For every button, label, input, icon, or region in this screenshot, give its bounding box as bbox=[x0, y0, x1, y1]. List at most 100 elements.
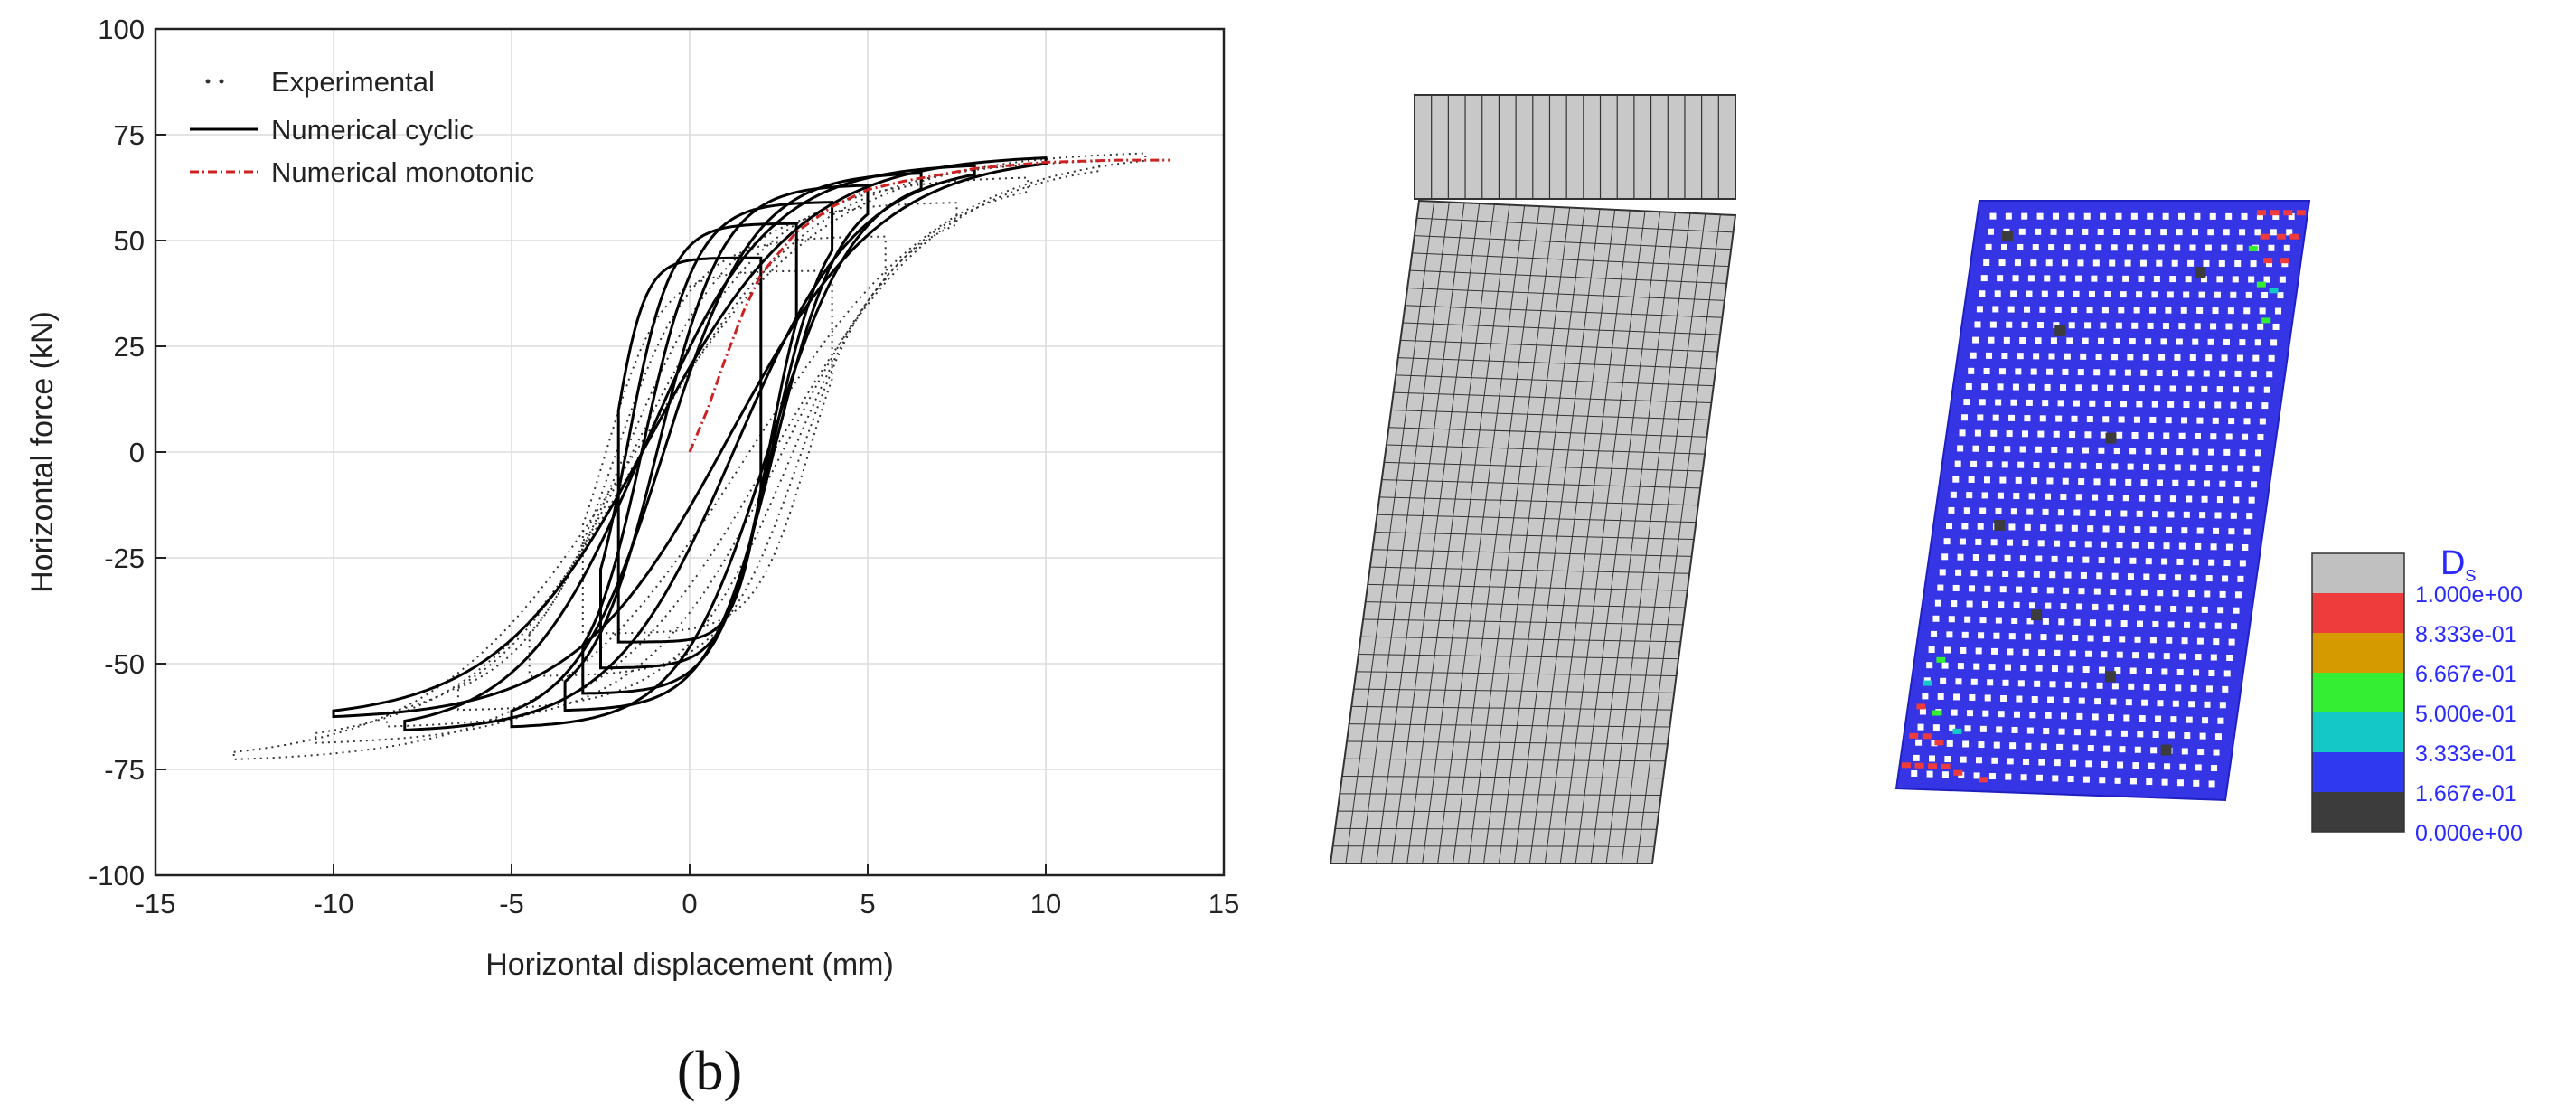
damage-node-dot bbox=[2199, 622, 2206, 629]
damage-node-dot bbox=[2078, 697, 2085, 704]
damage-node-dot bbox=[2268, 244, 2275, 251]
damage-node-dot bbox=[2026, 290, 2033, 297]
damage-node-dot bbox=[2105, 730, 2112, 737]
damage-node-dot bbox=[2210, 543, 2217, 551]
damage-node-dot bbox=[1922, 693, 1929, 700]
damage-node-dot bbox=[2256, 212, 2263, 220]
damage-node-dot bbox=[2021, 212, 2028, 220]
x-tick-label: -15 bbox=[136, 888, 176, 920]
damage-node-dot bbox=[2195, 654, 2202, 661]
damage-node-dot bbox=[2190, 684, 2197, 692]
damage-node-dot bbox=[2147, 432, 2154, 439]
damage-node-dot bbox=[2113, 229, 2120, 236]
damage-node-dot bbox=[2035, 337, 2042, 344]
wall-mesh-line-horizontal bbox=[1363, 618, 1683, 626]
damage-node-dot bbox=[1986, 461, 1993, 468]
damage-node-dot bbox=[1986, 352, 1993, 359]
damage-node-dot bbox=[2157, 590, 2164, 597]
damage-node-dot bbox=[2035, 665, 2043, 672]
damage-node-dot bbox=[2114, 557, 2121, 564]
damage-node-dot bbox=[2122, 275, 2129, 282]
damage-node-dot bbox=[2217, 607, 2224, 614]
damage-node-dot bbox=[2129, 448, 2137, 455]
damage-node-dot bbox=[2147, 212, 2154, 220]
damage-node-dot bbox=[2223, 338, 2230, 345]
damage-node-dot bbox=[1974, 321, 1981, 328]
damage-node-dot bbox=[2158, 573, 2166, 580]
damage-node-dot bbox=[2010, 508, 2017, 515]
damage-node-dot bbox=[2076, 603, 2083, 610]
damage-node-dot bbox=[2142, 244, 2149, 251]
damage-node-dot bbox=[2057, 509, 2064, 516]
damage-node-dot bbox=[2161, 778, 2168, 786]
damage-node-dot bbox=[2166, 637, 2173, 644]
damage-node-dot bbox=[2259, 307, 2266, 315]
damage-node-dot bbox=[2082, 556, 2090, 563]
damage-node-dot bbox=[1991, 757, 1998, 764]
damage-node-dot bbox=[1948, 616, 1955, 623]
damage-node-dot bbox=[2055, 524, 2063, 532]
damage-node-dot bbox=[2234, 591, 2242, 599]
damage-node-dot bbox=[2073, 290, 2080, 297]
damage-node-dot bbox=[2127, 463, 2134, 470]
damage-node-dot bbox=[2132, 762, 2139, 769]
damage-node-dot bbox=[1919, 708, 1926, 715]
damage-node-dot bbox=[2257, 323, 2264, 330]
damage-node-dot bbox=[2181, 417, 2188, 424]
damage-node-dot bbox=[1962, 740, 1970, 748]
damage-node-dot bbox=[2181, 527, 2188, 534]
damage-node-dot bbox=[2098, 557, 2105, 564]
damage-node-dot bbox=[2288, 212, 2295, 220]
experimental-loop bbox=[581, 269, 833, 635]
damage-legend-label: 3.333e-01 bbox=[2415, 741, 2517, 767]
damage-node-dot bbox=[1943, 538, 1951, 545]
damage-node-dot bbox=[2080, 353, 2087, 360]
damage-node-dot bbox=[2189, 244, 2196, 251]
damage-node-dot bbox=[2167, 621, 2175, 628]
damage-node-dot bbox=[1941, 553, 1949, 561]
damage-node-dot bbox=[2095, 463, 2102, 470]
figure-label: (b) bbox=[676, 1041, 743, 1102]
damage-node-dot bbox=[2243, 418, 2251, 425]
damage-node-dot bbox=[2030, 368, 2037, 375]
damage-node-dot bbox=[2234, 480, 2242, 487]
damage-node-dot bbox=[2233, 607, 2240, 614]
damage-node-dot bbox=[1976, 306, 1983, 313]
damage-node-dot bbox=[2214, 733, 2222, 740]
damage-node-dot bbox=[2207, 448, 2214, 456]
damage-hotspot bbox=[1923, 680, 1932, 686]
damage-node-dot bbox=[1955, 678, 1962, 685]
damage-node-dot bbox=[1983, 476, 1990, 484]
wall-mesh-line-horizontal bbox=[1337, 810, 1659, 813]
damage-node-dot bbox=[1972, 554, 1979, 561]
damage-node-dot bbox=[1952, 584, 1960, 591]
damage-node-dot bbox=[2234, 260, 2242, 268]
damage-node-dot bbox=[2243, 307, 2251, 315]
damage-node-dot bbox=[2028, 493, 2035, 500]
damage-node-dot bbox=[2204, 701, 2211, 708]
damage-node-dot bbox=[2221, 244, 2228, 251]
damage-node-dot bbox=[2076, 712, 2083, 720]
damage-node-dot bbox=[2032, 244, 2039, 251]
damage-node-dot bbox=[2101, 541, 2108, 548]
damage-node-dot bbox=[2088, 290, 2095, 297]
damage-node-dot bbox=[1915, 739, 1923, 746]
damage-node-dot bbox=[2101, 651, 2108, 658]
wall-mesh bbox=[1329, 199, 1737, 864]
damage-node-dot bbox=[2035, 555, 2043, 562]
damage-node-dot bbox=[2025, 633, 2032, 640]
wall-mesh-line-horizontal bbox=[1377, 514, 1697, 523]
damage-node-dot bbox=[2085, 650, 2092, 657]
damage-node-dot bbox=[2185, 385, 2192, 392]
damage-node-dot bbox=[1981, 492, 1988, 499]
damage-node-dot bbox=[2036, 212, 2044, 220]
damage-node-dot bbox=[2146, 778, 2153, 786]
damage-node-dot bbox=[2230, 401, 2237, 409]
damage-node-dot bbox=[2205, 244, 2212, 251]
damage-node-dot bbox=[2085, 760, 2092, 768]
damage-node-dot bbox=[2100, 431, 2107, 439]
damage-node-dot bbox=[2089, 509, 2096, 516]
damage-node-dot bbox=[2086, 307, 2093, 314]
damage-node-dot bbox=[2152, 511, 2159, 518]
damage-node-dot bbox=[1928, 646, 1935, 654]
